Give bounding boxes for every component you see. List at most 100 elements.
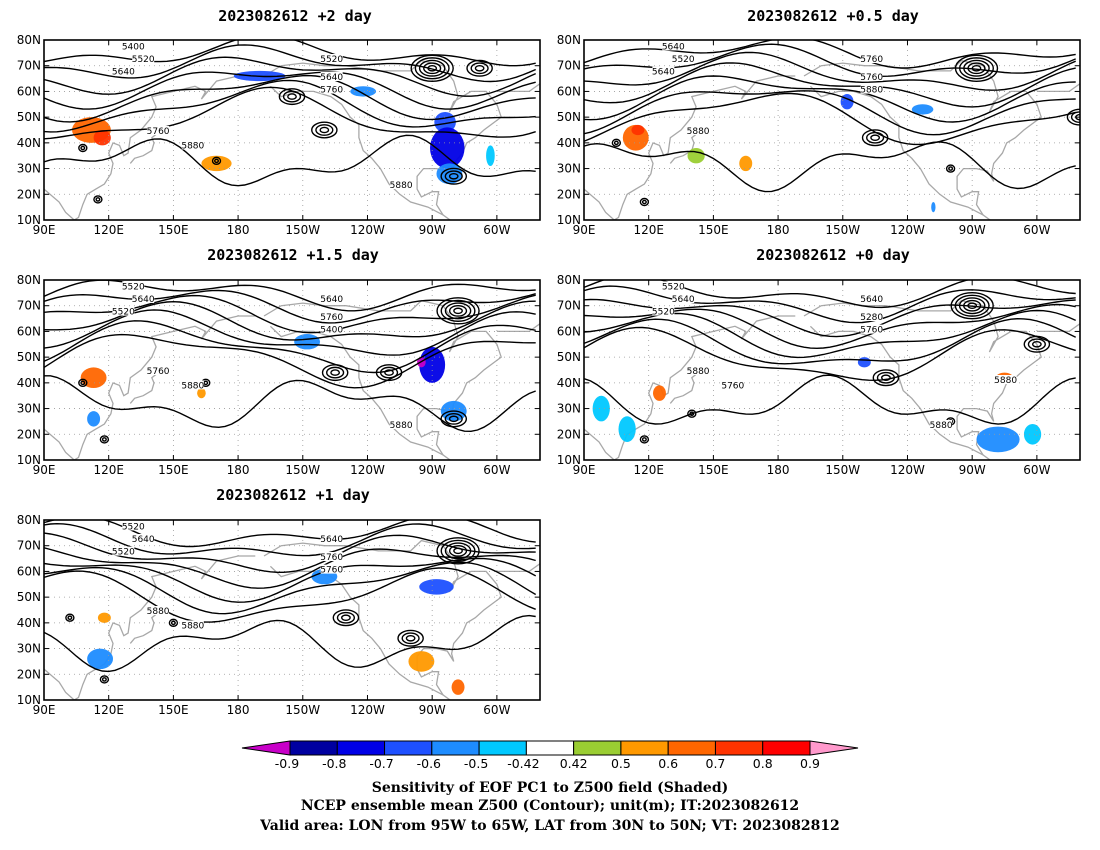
panel-title: 2023082612 +1.5 day (207, 246, 379, 264)
lat-tick-label: 30N (557, 402, 581, 416)
shading-cell (618, 416, 636, 442)
closed-low (950, 292, 994, 320)
caption: Sensitivity of EOF PC1 to Z500 field (Sh… (259, 780, 840, 834)
closed-low (971, 64, 982, 72)
closed-high (168, 618, 179, 628)
lat-tick-label: 60N (557, 324, 581, 338)
map-panel-plus-1-day: 5520 5640 5520 5640 5760 5760 5880 5880 90E 120E 1… (17, 486, 541, 717)
contour-label: 5400 (122, 42, 145, 52)
contour-label: 5520 (112, 308, 135, 318)
lon-tick-label: 150W (285, 463, 320, 477)
contour-label: 5520 (112, 548, 135, 558)
lon-tick-label: 120W (350, 223, 385, 237)
closed-high (65, 613, 75, 622)
lat-tick-label: 80N (17, 33, 41, 47)
colorbar-tick-label: -0.42 (507, 756, 539, 771)
closed-low (866, 131, 885, 144)
lon-tick-label: 90E (33, 223, 56, 237)
lon-tick-label: 180 (227, 223, 250, 237)
shading-cell (80, 367, 107, 389)
closed-high (214, 158, 220, 164)
colorbar-box (384, 740, 433, 756)
closed-low (436, 537, 480, 565)
closed-high (170, 620, 176, 626)
shading-cell (631, 124, 645, 136)
contour-label: 5520 (122, 282, 145, 292)
map-frame (583, 39, 1081, 221)
lon-tick-label: 150E (158, 223, 189, 237)
closed-low (330, 369, 341, 376)
lon-tick-label: 150E (158, 703, 189, 717)
shading-cell (87, 411, 101, 427)
lon-tick-label: 180 (767, 223, 790, 237)
lon-tick-label: 90W (959, 223, 986, 237)
contour-label: 5520 (320, 55, 343, 65)
lat-tick-label: 10N (557, 453, 581, 467)
contour-label: 5880 (147, 607, 170, 617)
closed-low (410, 54, 454, 82)
contour-label: 5880 (181, 621, 204, 631)
closed-high (101, 437, 107, 442)
closed-low (418, 59, 446, 77)
lon-tick-label: 60W (483, 223, 510, 237)
caption-line-3: Valid area: LON from 95W to 65W, LAT fro… (259, 818, 840, 834)
colorbar-box (573, 740, 622, 756)
closed-high (95, 197, 101, 202)
lat-tick-label: 10N (17, 693, 41, 707)
closed-low (423, 62, 442, 75)
closed-low (405, 634, 416, 642)
lon-tick-label: 150W (825, 463, 860, 477)
closed-low (872, 369, 900, 387)
closed-low (444, 302, 472, 320)
colorbar-tick-label: 0.9 (800, 756, 820, 771)
closed-low (448, 172, 459, 180)
closed-low (384, 369, 394, 376)
closed-low (336, 611, 356, 624)
contour-label: 5640 (320, 73, 343, 83)
contour-label: 5880 (181, 381, 204, 391)
lat-tick-label: 10N (557, 213, 581, 227)
lat-tick-label: 70N (17, 299, 41, 313)
shading-cell (419, 579, 454, 595)
contour-label: 5760 (147, 127, 170, 137)
contour-label: 5760 (860, 73, 883, 83)
lat-tick-label: 30N (17, 402, 41, 416)
shading-cell (931, 202, 936, 213)
shading-cell (93, 130, 111, 146)
closed-low (876, 371, 896, 384)
lat-tick-label: 20N (557, 427, 581, 441)
contour-label: 5640 (112, 68, 135, 78)
lat-tick-label: 20N (557, 187, 581, 201)
z500-contours (44, 520, 537, 684)
map-frame (43, 39, 541, 221)
shading-cell (97, 612, 111, 623)
lat-tick-label: 40N (557, 376, 581, 390)
contour-label: 5520 (132, 55, 155, 65)
closed-low (453, 307, 463, 315)
closed-low (375, 364, 403, 382)
contour-label: 5640 (132, 535, 155, 545)
colorbar-tick-label: -0.6 (417, 756, 441, 771)
lat-tick-label: 80N (17, 273, 41, 287)
closed-low (958, 57, 994, 80)
lon-tick-label: 120E (633, 223, 664, 237)
closed-low (466, 59, 493, 77)
lon-tick-label: 90E (573, 223, 596, 237)
lon-tick-label: 150E (698, 223, 729, 237)
closed-low (311, 121, 338, 139)
lon-tick-label: 120E (93, 463, 124, 477)
lat-tick-label: 40N (17, 616, 41, 630)
gridlines (584, 280, 1080, 460)
closed-low (401, 632, 420, 645)
closed-low (470, 62, 489, 75)
contour-label: 5520 (672, 55, 695, 65)
lon-tick-label: 180 (227, 463, 250, 477)
closed-low (954, 294, 990, 317)
lon-tick-label: 180 (227, 703, 250, 717)
closed-low (444, 170, 463, 183)
colorbar-tick-label: -0.5 (464, 756, 488, 771)
lat-tick-label: 50N (17, 110, 41, 124)
shading-cell (1023, 424, 1042, 445)
lat-tick-label: 60N (17, 564, 41, 578)
closed-low (341, 614, 351, 622)
